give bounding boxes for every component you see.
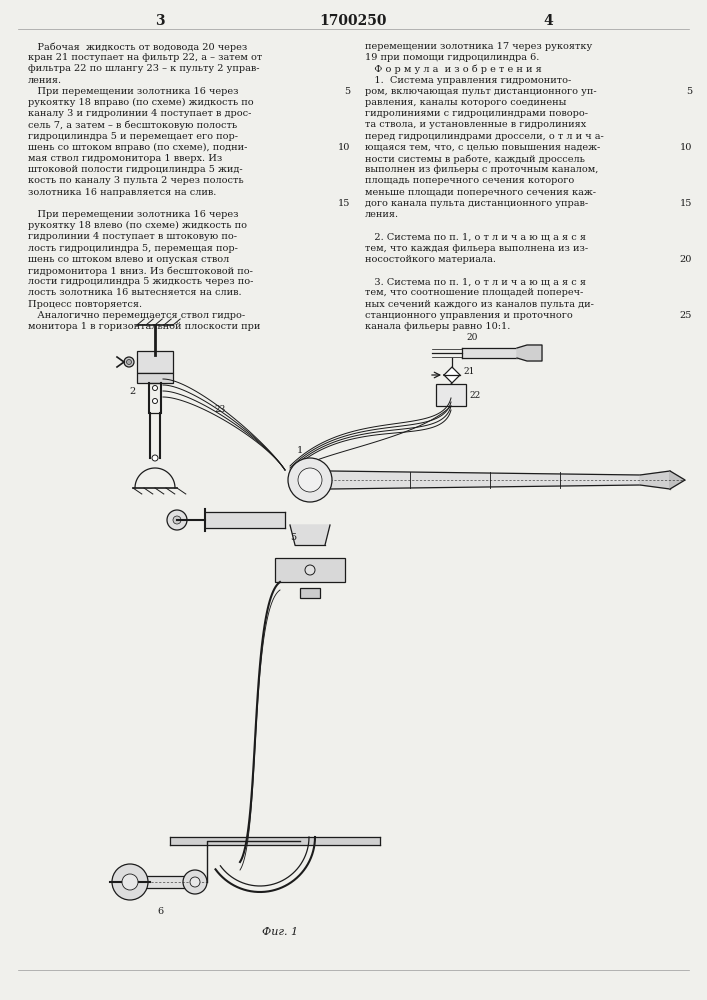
Text: Рабочая  жидкость от водовода 20 через: Рабочая жидкость от водовода 20 через [28, 42, 247, 51]
Text: 20: 20 [679, 255, 692, 264]
Text: При перемещении золотника 16 через: При перемещении золотника 16 через [28, 87, 238, 96]
Polygon shape [462, 348, 517, 358]
Text: ления.: ления. [28, 76, 62, 85]
Text: кран 21 поступает на фильтр 22, а – затем от: кран 21 поступает на фильтр 22, а – зате… [28, 53, 262, 62]
Text: станционного управления и проточного: станционного управления и проточного [365, 311, 573, 320]
Circle shape [122, 874, 138, 890]
Polygon shape [640, 471, 670, 489]
Text: перед гидроцилиндрами дроссели, о т л и ч а-: перед гидроцилиндрами дроссели, о т л и … [365, 132, 604, 141]
Text: 23: 23 [214, 406, 226, 414]
Text: сель 7, а затем – в бесштоковую полость: сель 7, а затем – в бесштоковую полость [28, 120, 237, 130]
Text: Аналогично перемещается ствол гидро-: Аналогично перемещается ствол гидро- [28, 311, 245, 320]
Text: лости гидроцилиндра 5 жидкость через по-: лости гидроцилиндра 5 жидкость через по- [28, 277, 253, 286]
Text: тем, что каждая фильера выполнена из из-: тем, что каждая фильера выполнена из из- [365, 244, 588, 253]
Text: 21: 21 [463, 367, 474, 376]
Text: 4: 4 [543, 14, 553, 28]
Polygon shape [205, 512, 285, 528]
Text: дого канала пульта дистанционного управ-: дого канала пульта дистанционного управ- [365, 199, 588, 208]
Text: лость золотника 16 вытесняется на слив.: лость золотника 16 вытесняется на слив. [28, 288, 242, 297]
Text: выполнен из фильеры с проточным каналом,: выполнен из фильеры с проточным каналом, [365, 165, 598, 174]
Circle shape [153, 385, 158, 390]
Text: ных сечений каждого из каналов пульта ди-: ных сечений каждого из каналов пульта ди… [365, 300, 594, 309]
Circle shape [288, 458, 332, 502]
Bar [275, 558, 345, 582]
Bar [436, 384, 466, 406]
Text: 20: 20 [467, 333, 478, 342]
Text: рукоятку 18 вправо (по схеме) жидкость по: рукоятку 18 вправо (по схеме) жидкость п… [28, 98, 254, 107]
Text: 2: 2 [130, 386, 136, 395]
Text: золотника 16 направляется на слив.: золотника 16 направляется на слив. [28, 188, 216, 197]
Polygon shape [290, 525, 330, 545]
Text: мая ствол гидромонитора 1 вверх. Из: мая ствол гидромонитора 1 вверх. Из [28, 154, 222, 163]
Text: кость по каналу 3 пульта 2 через полость: кость по каналу 3 пульта 2 через полость [28, 176, 244, 185]
Text: 1700250: 1700250 [320, 14, 387, 28]
Circle shape [190, 877, 200, 887]
Text: ром, включающая пульт дистанционного уп-: ром, включающая пульт дистанционного уп- [365, 87, 597, 96]
Circle shape [173, 516, 181, 524]
Text: Ф о р м у л а  и з о б р е т е н и я: Ф о р м у л а и з о б р е т е н и я [365, 64, 542, 74]
Text: 6: 6 [157, 907, 163, 916]
Text: 22: 22 [469, 390, 480, 399]
Text: 1.  Система управления гидромонито-: 1. Система управления гидромонито- [365, 76, 571, 85]
Circle shape [305, 565, 315, 575]
Text: гидромонитора 1 вниз. Из бесштоковой по-: гидромонитора 1 вниз. Из бесштоковой по- [28, 266, 253, 275]
Text: 3: 3 [156, 14, 165, 28]
Text: меньше площади поперечного сечения каж-: меньше площади поперечного сечения каж- [365, 188, 596, 197]
Text: фильтра 22 по шлангу 23 – к пульту 2 управ-: фильтра 22 по шлангу 23 – к пульту 2 упр… [28, 64, 259, 73]
Bar [300, 588, 320, 598]
Polygon shape [444, 367, 460, 383]
Text: гидролинии 4 поступает в штоковую по-: гидролинии 4 поступает в штоковую по- [28, 232, 237, 241]
Text: носостойкого материала.: носостойкого материала. [365, 255, 496, 264]
Text: ющаяся тем, что, с целью повышения надеж-: ющаяся тем, что, с целью повышения надеж… [365, 143, 600, 152]
Polygon shape [670, 471, 685, 489]
Text: При перемещении золотника 16 через: При перемещении золотника 16 через [28, 210, 238, 219]
Text: 5: 5 [686, 87, 692, 96]
Text: гидролиниями с гидроцилиндрами поворо-: гидролиниями с гидроцилиндрами поворо- [365, 109, 588, 118]
Text: равления, каналы которого соединены: равления, каналы которого соединены [365, 98, 566, 107]
Text: 3. Система по п. 1, о т л и ч а ю щ а я с я: 3. Система по п. 1, о т л и ч а ю щ а я … [365, 277, 586, 286]
Text: 5: 5 [290, 534, 296, 542]
Text: Фиг. 1: Фиг. 1 [262, 927, 298, 937]
Text: Процесс повторяется.: Процесс повторяется. [28, 300, 142, 309]
Text: 1: 1 [297, 446, 303, 455]
Circle shape [124, 357, 134, 367]
Polygon shape [330, 471, 640, 489]
Text: ления.: ления. [365, 210, 399, 219]
Text: рукоятку 18 влево (по схеме) жидкость по: рукоятку 18 влево (по схеме) жидкость по [28, 221, 247, 230]
Circle shape [153, 398, 158, 403]
Text: каналу 3 и гидролинии 4 поступает в дрос-: каналу 3 и гидролинии 4 поступает в дрос… [28, 109, 252, 118]
Text: шень со штоком вправо (по схеме), подни-: шень со штоком вправо (по схеме), подни- [28, 143, 247, 152]
Circle shape [127, 360, 132, 364]
Bar [137, 373, 173, 383]
Polygon shape [170, 837, 380, 845]
Text: шень со штоком влево и опуская ствол: шень со штоком влево и опуская ствол [28, 255, 229, 264]
Text: ности системы в работе, каждый дроссель: ности системы в работе, каждый дроссель [365, 154, 585, 163]
Text: 10: 10 [338, 143, 350, 152]
Text: 2. Система по п. 1, о т л и ч а ю щ а я с я: 2. Система по п. 1, о т л и ч а ю щ а я … [365, 232, 586, 241]
Polygon shape [517, 345, 542, 361]
Text: монитора 1 в горизонтальной плоскости при: монитора 1 в горизонтальной плоскости пр… [28, 322, 260, 331]
Text: 25: 25 [679, 311, 692, 320]
Circle shape [152, 455, 158, 461]
Text: лость гидроцилиндра 5, перемещая пор-: лость гидроцилиндра 5, перемещая пор- [28, 244, 238, 253]
Text: 15: 15 [338, 199, 350, 208]
Text: 10: 10 [679, 143, 692, 152]
Text: перемещении золотника 17 через рукоятку: перемещении золотника 17 через рукоятку [365, 42, 592, 51]
Text: 5: 5 [344, 87, 350, 96]
Circle shape [183, 870, 207, 894]
Text: штоковой полости гидроцилиндра 5 жид-: штоковой полости гидроцилиндра 5 жид- [28, 165, 243, 174]
Text: тем, что соотношение площадей попереч-: тем, что соотношение площадей попереч- [365, 288, 583, 297]
Text: площадь поперечного сечения которого: площадь поперечного сечения которого [365, 176, 574, 185]
Text: та ствола, и установленные в гидролиниях: та ствола, и установленные в гидролиниях [365, 120, 586, 129]
Text: 19 при помощи гидроцилиндра 6.: 19 при помощи гидроцилиндра 6. [365, 53, 539, 62]
Circle shape [112, 864, 148, 900]
Text: гидроцилиндра 5 и перемещает его пор-: гидроцилиндра 5 и перемещает его пор- [28, 132, 238, 141]
Bar [137, 351, 173, 373]
Polygon shape [130, 876, 195, 888]
Circle shape [298, 468, 322, 492]
Text: 15: 15 [679, 199, 692, 208]
Circle shape [167, 510, 187, 530]
Text: канала фильеры равно 10:1.: канала фильеры равно 10:1. [365, 322, 510, 331]
